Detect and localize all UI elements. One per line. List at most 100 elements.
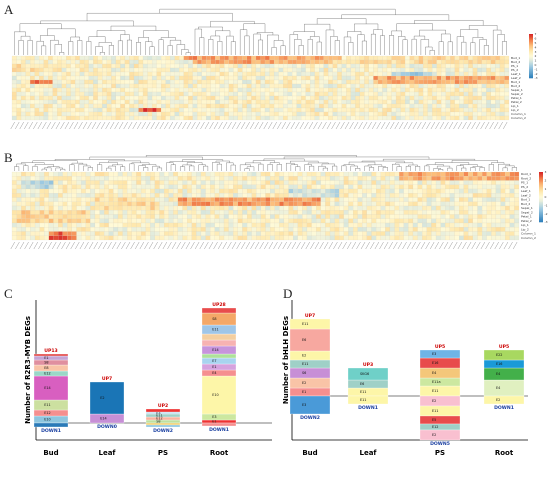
heatmap-cell — [395, 91, 401, 97]
heatmap-cell — [214, 176, 220, 181]
heatmap-cell — [399, 188, 404, 194]
heatmap-cell — [296, 103, 302, 109]
heatmap-cell — [432, 55, 437, 61]
heatmap-cell — [173, 184, 179, 190]
segment-label: E1 — [212, 420, 216, 424]
heatmap-cell — [468, 83, 473, 89]
heatmap-cell — [472, 79, 478, 85]
heatmap-cell — [296, 75, 302, 81]
heatmap-cell — [120, 75, 126, 81]
heatmap-cell — [58, 227, 63, 232]
heatmap-cell — [449, 176, 455, 181]
heatmap-cell — [224, 103, 229, 109]
heatmap-cell — [25, 218, 31, 224]
heatmap-cell — [88, 83, 94, 89]
heatmap-cell — [210, 99, 216, 105]
heatmap-cell — [368, 63, 374, 69]
heatmap-row-label: Petal_2 — [511, 100, 522, 104]
segment-label: E2 — [100, 396, 104, 400]
heatmap-cell — [97, 91, 103, 97]
heatmap-cell — [435, 235, 441, 241]
up-count-label: UP13 — [44, 348, 58, 354]
heatmap-cell — [454, 184, 460, 190]
heatmap-cell — [408, 188, 414, 194]
heatmap-cell — [260, 71, 266, 77]
heatmap-cell — [142, 67, 148, 73]
heatmap-cell — [76, 222, 82, 228]
heatmap-cell — [449, 188, 455, 194]
heatmap-col-label — [335, 121, 341, 130]
heatmap-cell — [362, 184, 367, 190]
heatmap-cell — [405, 115, 410, 121]
dendrogram-branch — [32, 166, 38, 171]
heatmap-cell — [106, 99, 112, 105]
heatmap-cell — [188, 87, 193, 93]
heatmap-cell — [459, 231, 464, 236]
heatmap-cell — [468, 197, 473, 202]
dendrogram-branch — [120, 166, 126, 171]
heatmap-cell — [61, 59, 67, 65]
heatmap-cell — [196, 218, 202, 224]
heatmap-cell — [145, 222, 151, 228]
heatmap-cell — [357, 201, 363, 207]
heatmap-cell — [499, 83, 505, 89]
heatmap-cell — [156, 99, 162, 105]
dendrogram-branch — [71, 162, 84, 165]
heatmap-cell — [39, 87, 44, 93]
heatmap-cell — [113, 184, 119, 190]
heatmap-cell — [450, 107, 455, 113]
heatmap-cell — [414, 67, 419, 73]
heatmap-cell — [311, 210, 317, 215]
heatmap-cell — [279, 218, 285, 224]
heatmap-cell — [62, 205, 68, 211]
heatmap-cell — [274, 210, 280, 215]
heatmap-cell — [386, 59, 392, 65]
heatmap-cell — [16, 201, 22, 207]
bar-segment — [289, 359, 331, 369]
heatmap-cell — [459, 63, 464, 69]
heatmap-cell — [343, 227, 349, 232]
heatmap-cell — [395, 83, 401, 89]
heatmap-cell — [432, 107, 437, 113]
dendrogram-branch — [347, 31, 362, 37]
dendrogram-branch — [425, 46, 433, 55]
legend-swatch — [539, 190, 543, 193]
heatmap-cell — [102, 71, 107, 77]
heatmap-cell — [352, 210, 358, 215]
heatmap-cell — [21, 214, 26, 219]
heatmap-cell — [251, 99, 257, 105]
heatmap-cell — [70, 79, 76, 85]
heatmap-cell — [43, 99, 49, 105]
heatmap-cell — [260, 75, 266, 81]
heatmap-cell — [495, 188, 501, 194]
heatmap-cell — [29, 111, 35, 117]
heatmap-cell — [200, 188, 206, 194]
heatmap-cell — [246, 180, 252, 185]
heatmap-cell — [269, 111, 275, 117]
heatmap-cell — [94, 231, 100, 236]
heatmap-cell — [84, 107, 89, 113]
dendrogram-branch — [304, 23, 331, 32]
heatmap-cell — [504, 59, 510, 65]
heatmap-cell — [197, 67, 202, 73]
heatmap-cell — [97, 71, 103, 77]
heatmap-cell — [495, 222, 501, 228]
heatmap-cell — [97, 115, 103, 121]
heatmap-cell — [140, 188, 146, 194]
legend-swatch — [529, 62, 533, 64]
heatmap-cell — [504, 63, 510, 69]
heatmap-cell — [154, 227, 160, 232]
heatmap-cell — [127, 201, 132, 207]
heatmap-col-label — [480, 121, 485, 130]
heatmap-cell — [90, 171, 96, 177]
heatmap-cell — [440, 193, 446, 198]
heatmap-col-label — [155, 121, 160, 130]
heatmap-cell — [500, 184, 506, 190]
heatmap-cell — [500, 214, 506, 219]
heatmap-cell — [278, 63, 284, 69]
heatmap-cell — [34, 115, 40, 121]
heatmap-cell — [368, 75, 374, 81]
heatmap-cell — [463, 99, 469, 105]
legend-swatch — [529, 68, 533, 70]
dendrogram-branch — [293, 31, 315, 37]
